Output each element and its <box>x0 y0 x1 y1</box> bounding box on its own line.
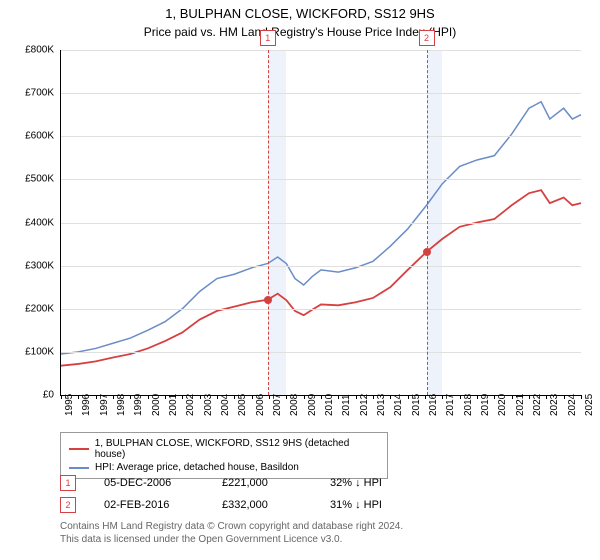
x-axis-label: 1997 <box>99 394 110 416</box>
y-axis-label: £500K <box>6 174 54 185</box>
x-axis-label: 2022 <box>532 394 543 416</box>
chart-title: 1, BULPHAN CLOSE, WICKFORD, SS12 9HS <box>0 0 600 23</box>
y-axis-label: £200K <box>6 303 54 314</box>
x-axis-label: 2008 <box>289 394 300 416</box>
footer-line: This data is licensed under the Open Gov… <box>60 533 403 546</box>
x-axis-label: 2005 <box>237 394 248 416</box>
sale-marker-icon: 1 <box>60 475 76 491</box>
chart-plot-area: £0£100K£200K£300K£400K£500K£600K£700K£80… <box>60 50 581 396</box>
y-axis-label: £800K <box>6 45 54 56</box>
x-axis-label: 2004 <box>220 394 231 416</box>
x-axis-label: 2015 <box>411 394 422 416</box>
x-axis-label: 2001 <box>168 394 179 416</box>
y-axis-label: £600K <box>6 131 54 142</box>
x-axis-label: 2013 <box>376 394 387 416</box>
y-axis-label: £700K <box>6 88 54 99</box>
band-marker-icon: 1 <box>260 30 276 46</box>
x-axis-label: 2012 <box>359 394 370 416</box>
x-axis-label: 2021 <box>515 394 526 416</box>
price-point-marker <box>264 296 272 304</box>
sale-price: £332,000 <box>222 499 302 511</box>
x-axis-label: 2023 <box>549 394 560 416</box>
y-axis-label: £0 <box>6 390 54 401</box>
x-axis-label: 2018 <box>463 394 474 416</box>
y-axis-label: £400K <box>6 217 54 228</box>
sales-table: 1 05-DEC-2006 £221,000 32% ↓ HPI 2 02-FE… <box>60 472 382 516</box>
x-axis-label: 2006 <box>255 394 266 416</box>
x-axis-label: 2009 <box>307 394 318 416</box>
sale-row: 2 02-FEB-2016 £332,000 31% ↓ HPI <box>60 494 382 516</box>
band-marker-icon: 2 <box>419 30 435 46</box>
legend-label: 1, BULPHAN CLOSE, WICKFORD, SS12 9HS (de… <box>95 438 379 460</box>
chart-container: 1, BULPHAN CLOSE, WICKFORD, SS12 9HS Pri… <box>0 0 600 560</box>
x-axis-label: 2016 <box>428 394 439 416</box>
sale-marker-icon: 2 <box>60 497 76 513</box>
legend-swatch <box>69 467 89 469</box>
footer-line: Contains HM Land Registry data © Crown c… <box>60 520 403 533</box>
x-axis-label: 2003 <box>203 394 214 416</box>
legend-item: 1, BULPHAN CLOSE, WICKFORD, SS12 9HS (de… <box>69 437 379 461</box>
x-axis-label: 2007 <box>272 394 283 416</box>
legend-swatch <box>69 448 89 450</box>
sale-row: 1 05-DEC-2006 £221,000 32% ↓ HPI <box>60 472 382 494</box>
x-axis-label: 2000 <box>151 394 162 416</box>
sale-price: £221,000 <box>222 477 302 489</box>
x-axis-label: 2019 <box>480 394 491 416</box>
x-axis-label: 2020 <box>497 394 508 416</box>
x-axis-label: 2002 <box>185 394 196 416</box>
x-axis-label: 1996 <box>81 394 92 416</box>
price-point-marker <box>423 248 431 256</box>
sale-date: 05-DEC-2006 <box>104 477 194 489</box>
x-axis-label: 2017 <box>445 394 456 416</box>
sale-date: 02-FEB-2016 <box>104 499 194 511</box>
y-axis-label: £100K <box>6 346 54 357</box>
x-axis-label: 2025 <box>584 394 595 416</box>
x-axis-label: 2014 <box>393 394 404 416</box>
x-axis-label: 1995 <box>64 394 75 416</box>
x-axis-label: 2010 <box>324 394 335 416</box>
y-axis-label: £300K <box>6 260 54 271</box>
x-axis-label: 1998 <box>116 394 127 416</box>
chart-subtitle: Price paid vs. HM Land Registry's House … <box>0 23 600 39</box>
sale-pct: 32% ↓ HPI <box>330 477 382 489</box>
x-axis-label: 2024 <box>567 394 578 416</box>
x-axis-label: 2011 <box>341 394 352 416</box>
x-axis-label: 1999 <box>133 394 144 416</box>
footer-attribution: Contains HM Land Registry data © Crown c… <box>60 520 403 546</box>
sale-pct: 31% ↓ HPI <box>330 499 382 511</box>
